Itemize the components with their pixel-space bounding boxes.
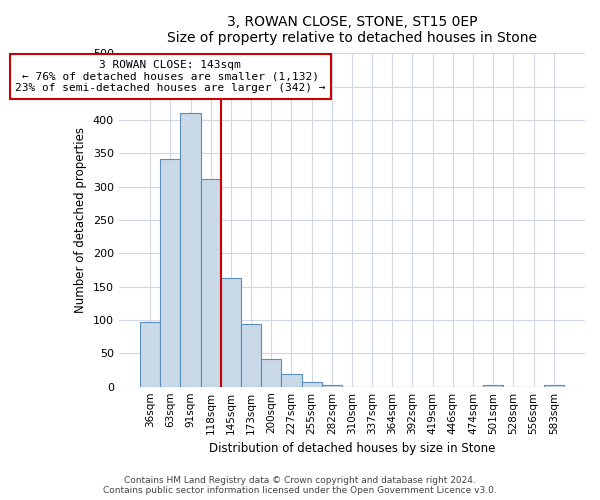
Bar bbox=[200, 178, 221, 386]
Title: 3, ROWAN CLOSE, STONE, ST15 0EP
Size of property relative to detached houses in : 3, ROWAN CLOSE, STONE, ST15 0EP Size of … bbox=[167, 15, 537, 45]
Bar bbox=[281, 374, 302, 386]
Bar bbox=[140, 322, 160, 386]
Y-axis label: Number of detached properties: Number of detached properties bbox=[74, 127, 88, 313]
Bar bbox=[221, 278, 241, 386]
Bar bbox=[160, 158, 181, 386]
Bar bbox=[241, 324, 261, 386]
X-axis label: Distribution of detached houses by size in Stone: Distribution of detached houses by size … bbox=[209, 442, 495, 455]
Bar bbox=[261, 358, 281, 386]
Bar bbox=[302, 382, 322, 386]
Text: 3 ROWAN CLOSE: 143sqm
← 76% of detached houses are smaller (1,132)
23% of semi-d: 3 ROWAN CLOSE: 143sqm ← 76% of detached … bbox=[15, 60, 326, 93]
Text: Contains HM Land Registry data © Crown copyright and database right 2024.
Contai: Contains HM Land Registry data © Crown c… bbox=[103, 476, 497, 495]
Bar bbox=[322, 384, 342, 386]
Bar bbox=[181, 112, 200, 386]
